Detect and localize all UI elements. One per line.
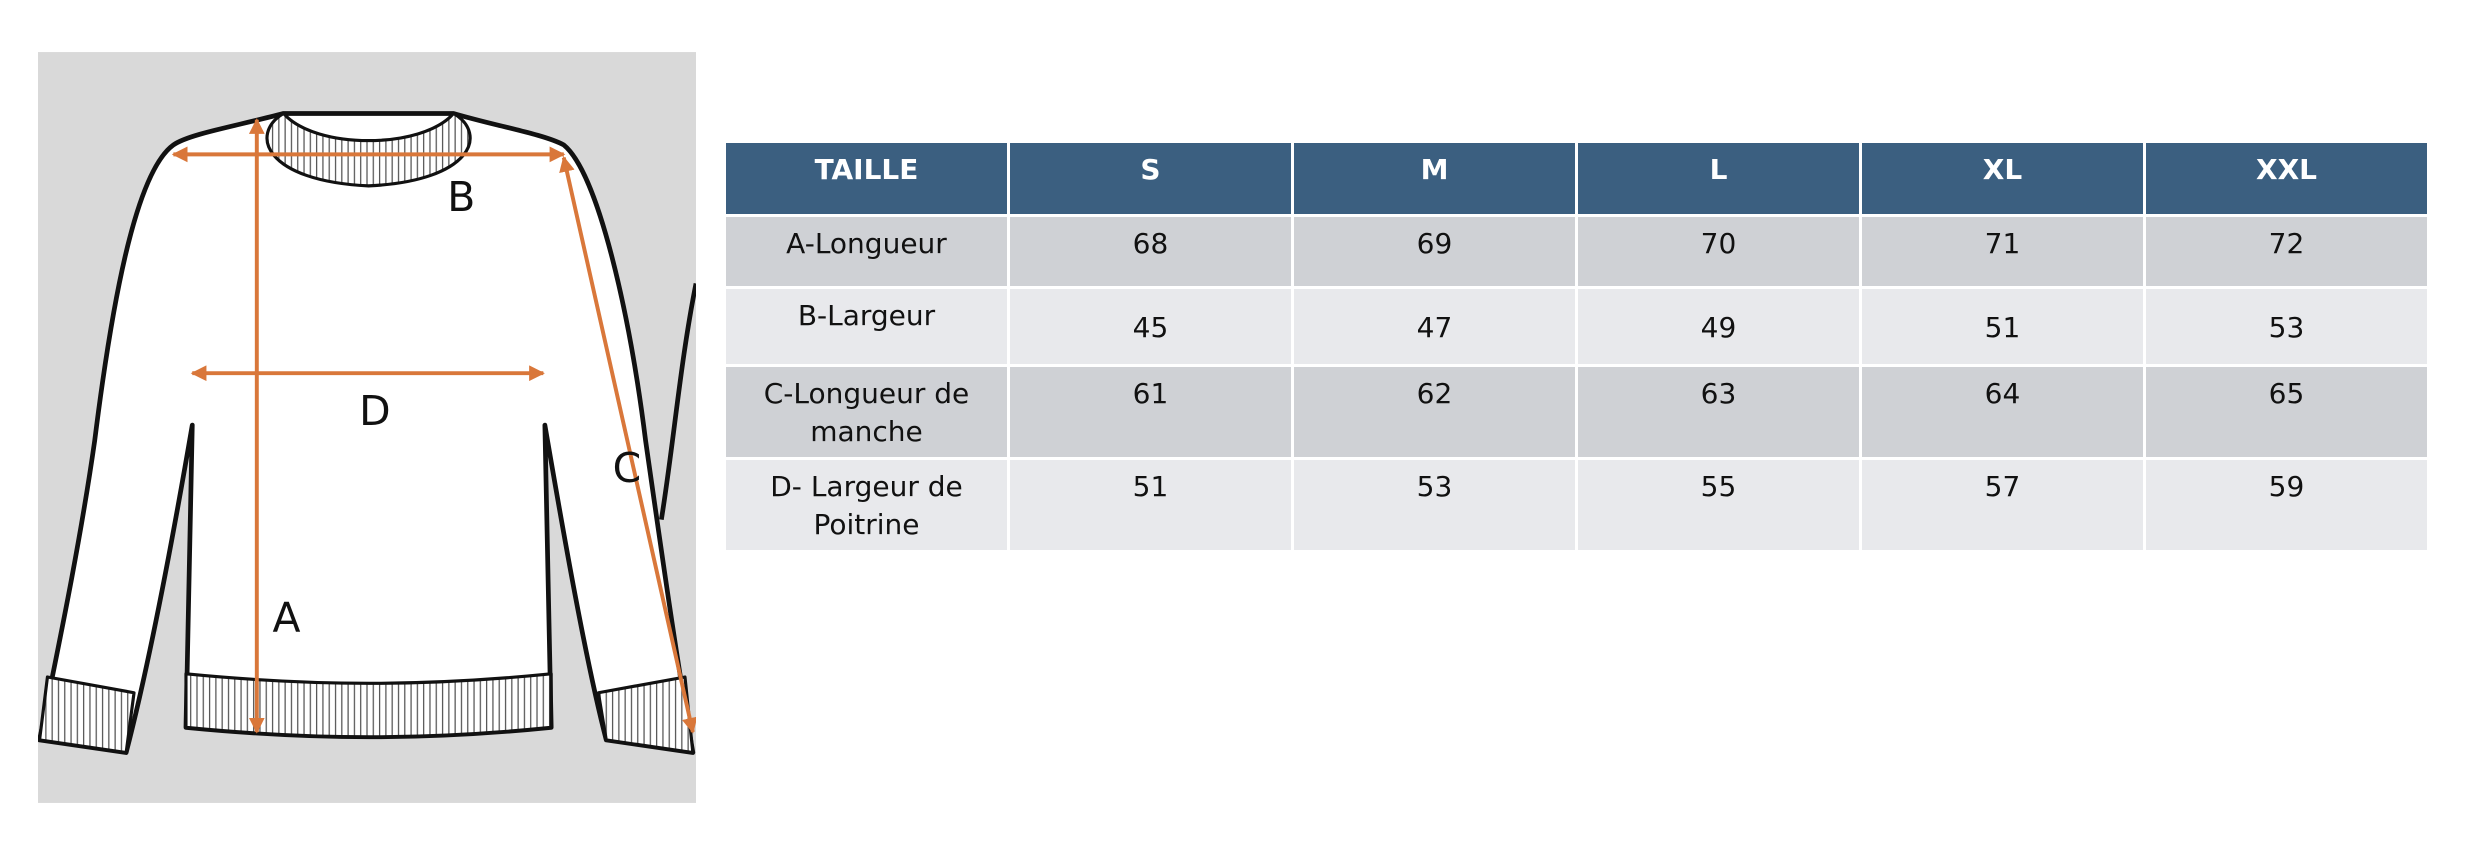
label-b: B [447,173,475,221]
size-value: 51 [1007,457,1294,553]
size-value: 69 [1291,214,1578,289]
size-value: 47 [1291,286,1578,367]
table-row: B-Largeur 45 47 49 51 53 [723,286,2430,367]
sweater-diagram: A B C D [38,52,696,803]
size-value: 68 [1007,214,1294,289]
row-label: D- Largeur de Poitrine [723,457,1010,553]
size-value: 55 [1575,457,1862,553]
size-value: 45 [1007,286,1294,367]
header-cell: L [1575,140,1862,217]
table-row: A-Longueur 68 69 70 71 72 [723,214,2430,289]
label-a: A [273,593,301,641]
size-value: 65 [2143,364,2430,460]
header-cell: TAILLE [723,140,1010,217]
size-table: TAILLE S M L XL XXL A-Longueur 68 69 70 71 72 B-Lar… [723,140,2430,553]
size-value: 72 [2143,214,2430,289]
header-cell: XL [1859,140,2146,217]
measure-arrows [171,118,696,734]
header-cell: S [1007,140,1294,217]
size-value: 53 [2143,286,2430,367]
header-row: TAILLE S M L XL XXL [723,140,2430,217]
size-value: 70 [1575,214,1862,289]
size-value: 49 [1575,286,1862,367]
size-value: 64 [1859,364,2146,460]
size-value: 71 [1859,214,2146,289]
table-row: D- Largeur de Poitrine 51 53 55 57 59 [723,457,2430,553]
size-value: 59 [2143,457,2430,553]
row-label: B-Largeur [723,286,1010,367]
label-c: C [613,444,642,492]
size-value: 63 [1575,364,1862,460]
size-value: 61 [1007,364,1294,460]
size-value: 57 [1859,457,2146,553]
size-value: 51 [1859,286,2146,367]
size-value: 62 [1291,364,1578,460]
header-cell: XXL [2143,140,2430,217]
header-cell: M [1291,140,1578,217]
size-value: 53 [1291,457,1578,553]
table-row: C-Longueur de manche 61 62 63 64 65 [723,364,2430,460]
label-d: D [359,387,391,435]
row-label: A-Longueur [723,214,1010,289]
row-label: C-Longueur de manche [723,364,1010,460]
